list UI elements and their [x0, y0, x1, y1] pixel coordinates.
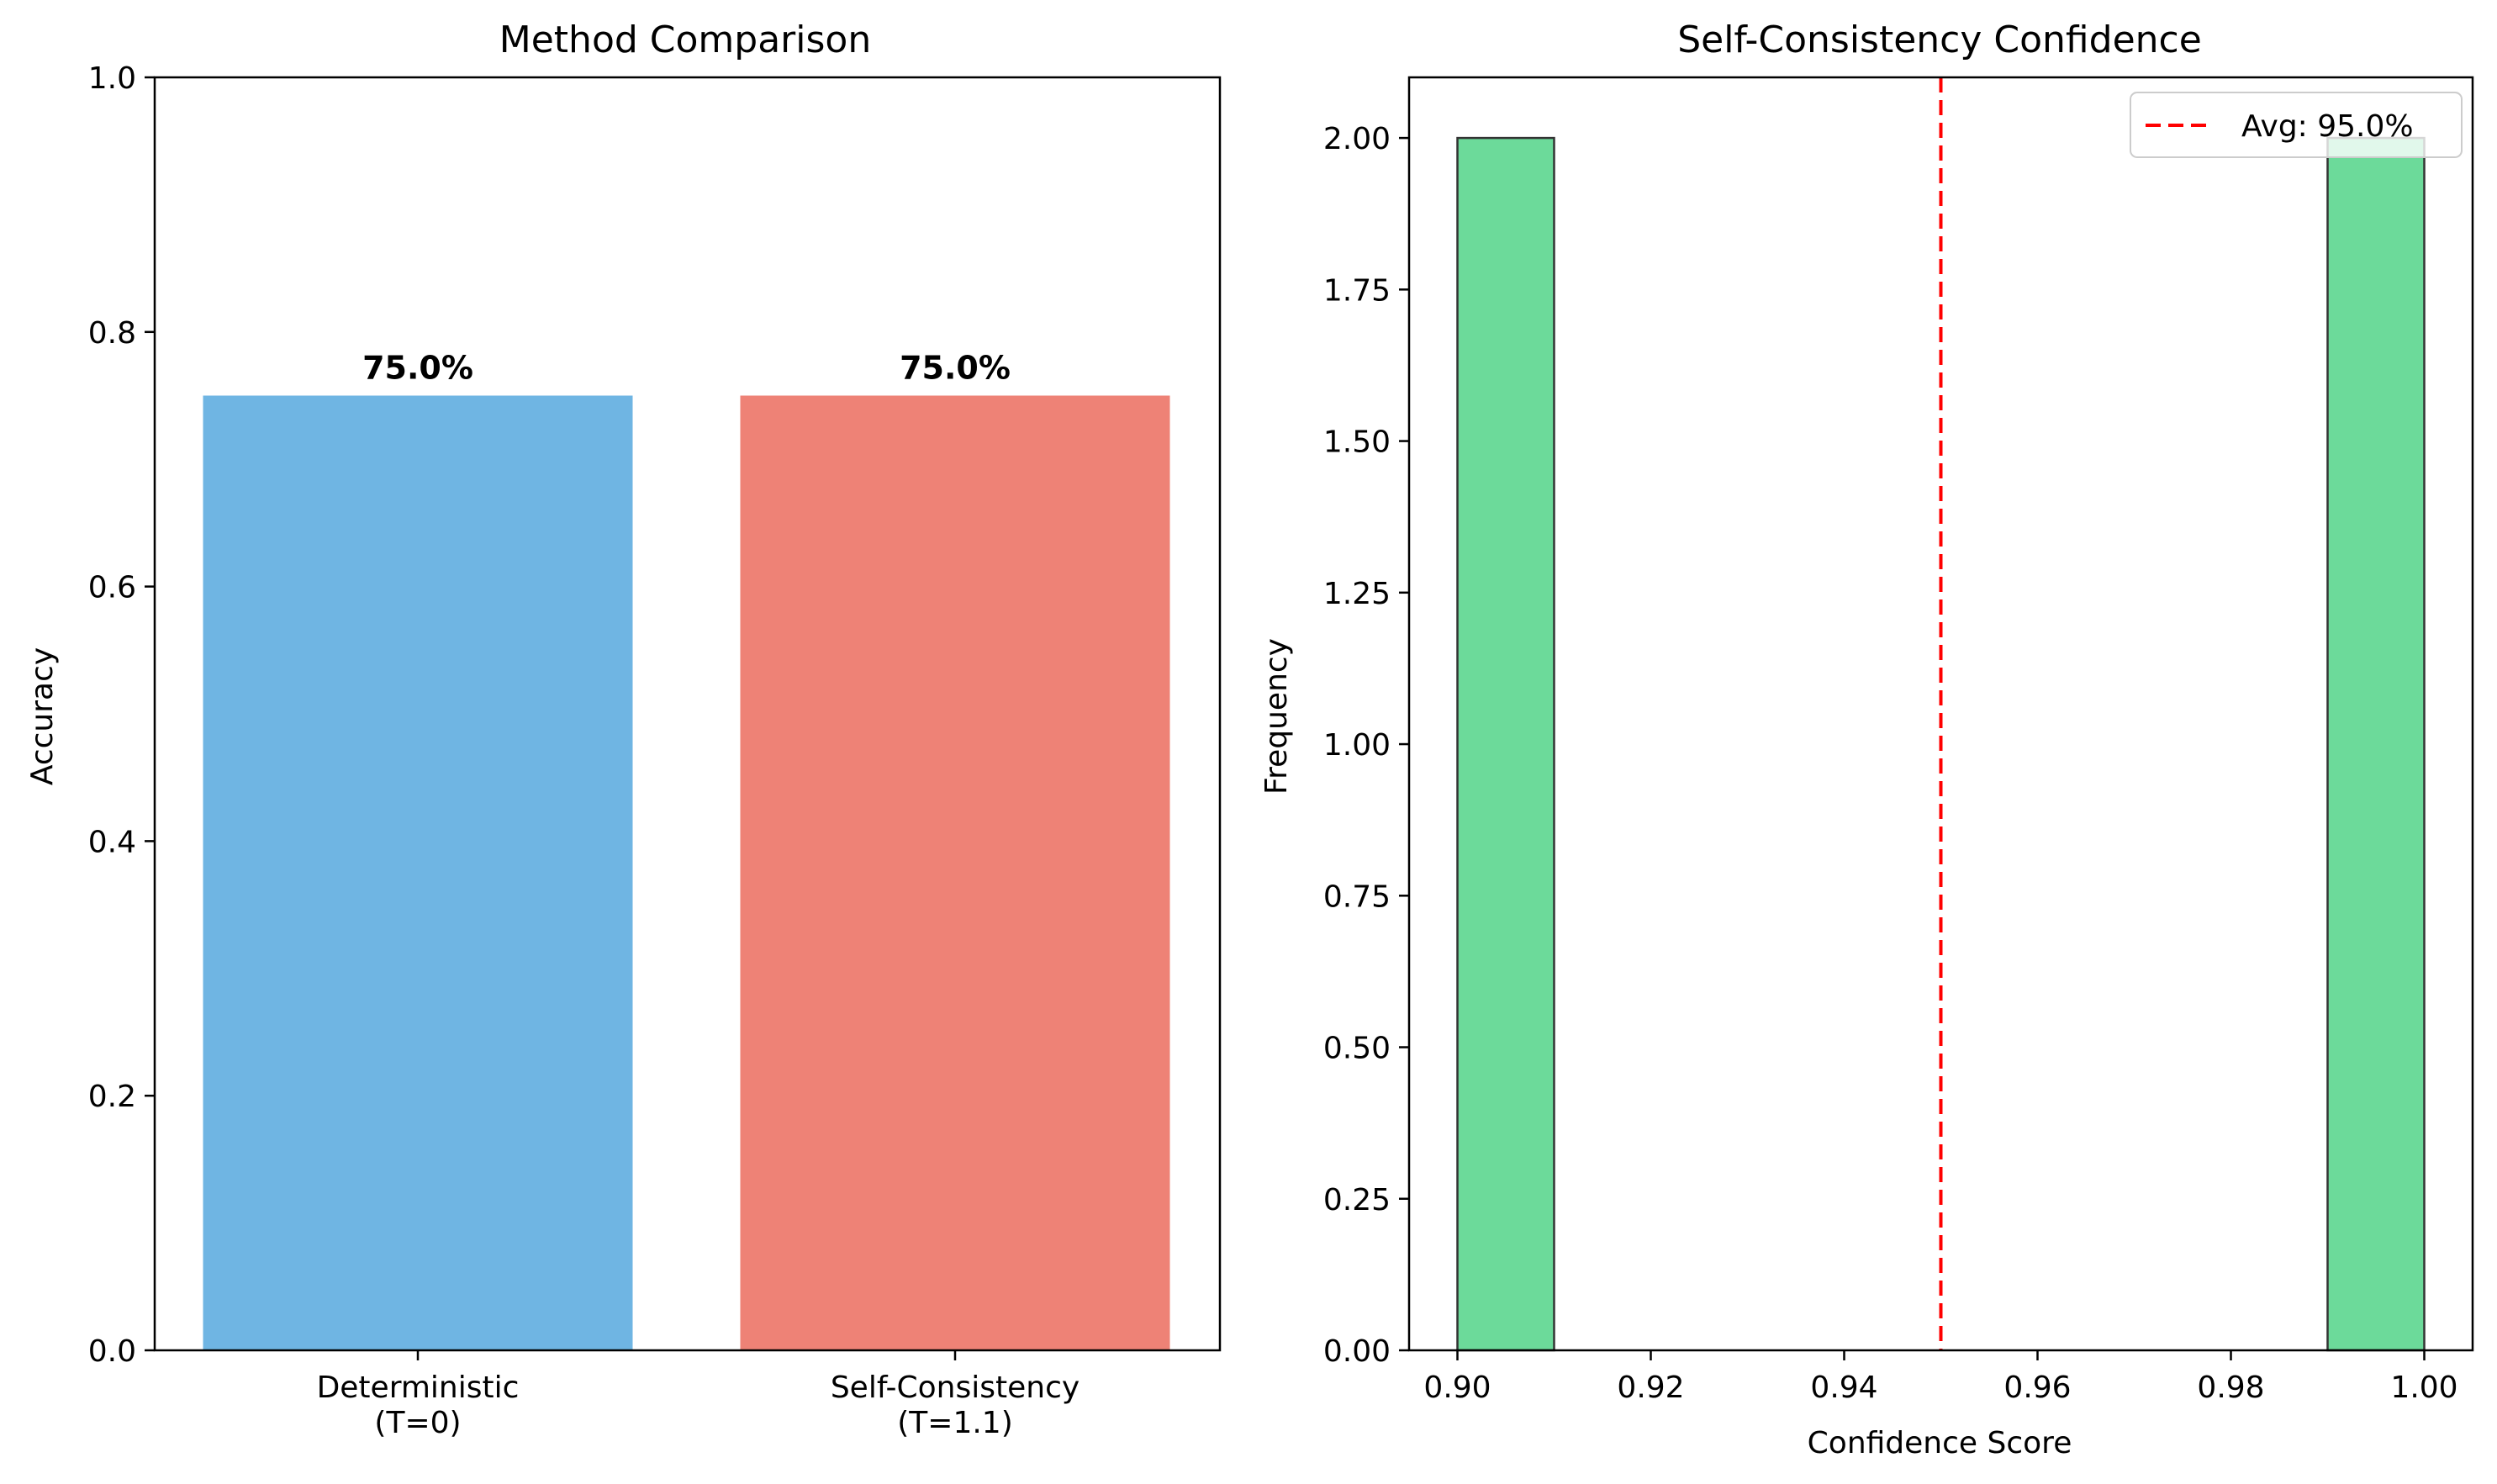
left-x-ticks: Deterministic(T=0) Self-Consistency(T=1.1… — [317, 1350, 1080, 1440]
y-tick-label: 0.2 — [88, 1080, 136, 1114]
y-tick-label: 2.00 — [1323, 122, 1391, 156]
histogram-bars — [1456, 136, 2426, 1352]
x-tick-label: Deterministic — [317, 1370, 520, 1405]
y-tick-label: 0.8 — [88, 316, 136, 351]
right-y-ticks: 0.00 0.25 0.50 0.75 1.00 1.25 1.50 1.75 2.00 — [1323, 122, 1409, 1369]
legend-box — [2130, 92, 2463, 158]
y-tick-label: 0.4 — [88, 825, 136, 859]
y-tick-label: 1.25 — [1323, 577, 1391, 611]
y-tick-label: 1.50 — [1323, 425, 1391, 460]
x-tick-label: 0.90 — [1423, 1370, 1491, 1405]
x-tick-label: 0.92 — [1617, 1370, 1684, 1405]
legend: Avg: 95.0% — [2130, 92, 2463, 158]
right-plot-frame — [1407, 76, 2474, 1352]
legend-label: Avg: 95.0% — [2241, 109, 2414, 144]
frequency-axis-label: Frequency — [1259, 638, 1294, 795]
x-tick-label: 0.94 — [1810, 1370, 1877, 1405]
right-x-ticks: 0.90 0.92 0.94 0.96 0.98 1.00 — [1423, 1350, 2458, 1405]
x-tick-label: Self-Consistency — [831, 1370, 1080, 1405]
confidence-score-axis-label: Confidence Score — [1808, 1426, 2072, 1460]
y-tick-label: 0.50 — [1323, 1032, 1391, 1066]
y-tick-label: 1.75 — [1323, 273, 1391, 308]
confidence-histogram-title: Self-Consistency Confidence — [1677, 18, 2202, 61]
x-tick-label: (T=1.1) — [897, 1406, 1013, 1440]
left-bars — [203, 395, 1170, 1350]
bar-value-label: 75.0% — [900, 350, 1011, 387]
accuracy-bar — [740, 395, 1170, 1350]
method-comparison-title: Method Comparison — [499, 18, 871, 61]
histogram-bar — [2326, 136, 2426, 1352]
histogram-bar — [1456, 136, 1555, 1352]
y-tick-label: 1.00 — [1323, 728, 1391, 763]
accuracy-axis-label: Accuracy — [25, 647, 60, 785]
bar-value-label: 75.0% — [362, 350, 473, 387]
y-tick-label: 0.75 — [1323, 879, 1391, 914]
x-tick-label: 1.00 — [2390, 1370, 2457, 1405]
confidence-histogram-chart: Self-Consistency Confidence Frequency Co… — [1259, 18, 2474, 1460]
left-bar-labels: 75.0% 75.0% — [362, 350, 1011, 387]
left-plot-frame — [153, 76, 1222, 1352]
y-tick-label: 0.25 — [1323, 1183, 1391, 1217]
x-tick-label: (T=0) — [374, 1406, 461, 1440]
accuracy-bar — [203, 395, 633, 1350]
x-tick-label: 0.96 — [2003, 1370, 2071, 1405]
y-tick-label: 0.00 — [1323, 1334, 1391, 1369]
left-y-ticks: 0.0 0.2 0.4 0.6 0.8 1.0 — [88, 61, 155, 1369]
x-tick-label: 0.98 — [2197, 1370, 2264, 1405]
y-tick-label: 0.6 — [88, 571, 136, 605]
method-comparison-chart: Method Comparison Accuracy 75.0% 75.0% 0.… — [25, 18, 1222, 1440]
y-tick-label: 1.0 — [88, 61, 136, 96]
y-tick-label: 0.0 — [88, 1334, 136, 1369]
